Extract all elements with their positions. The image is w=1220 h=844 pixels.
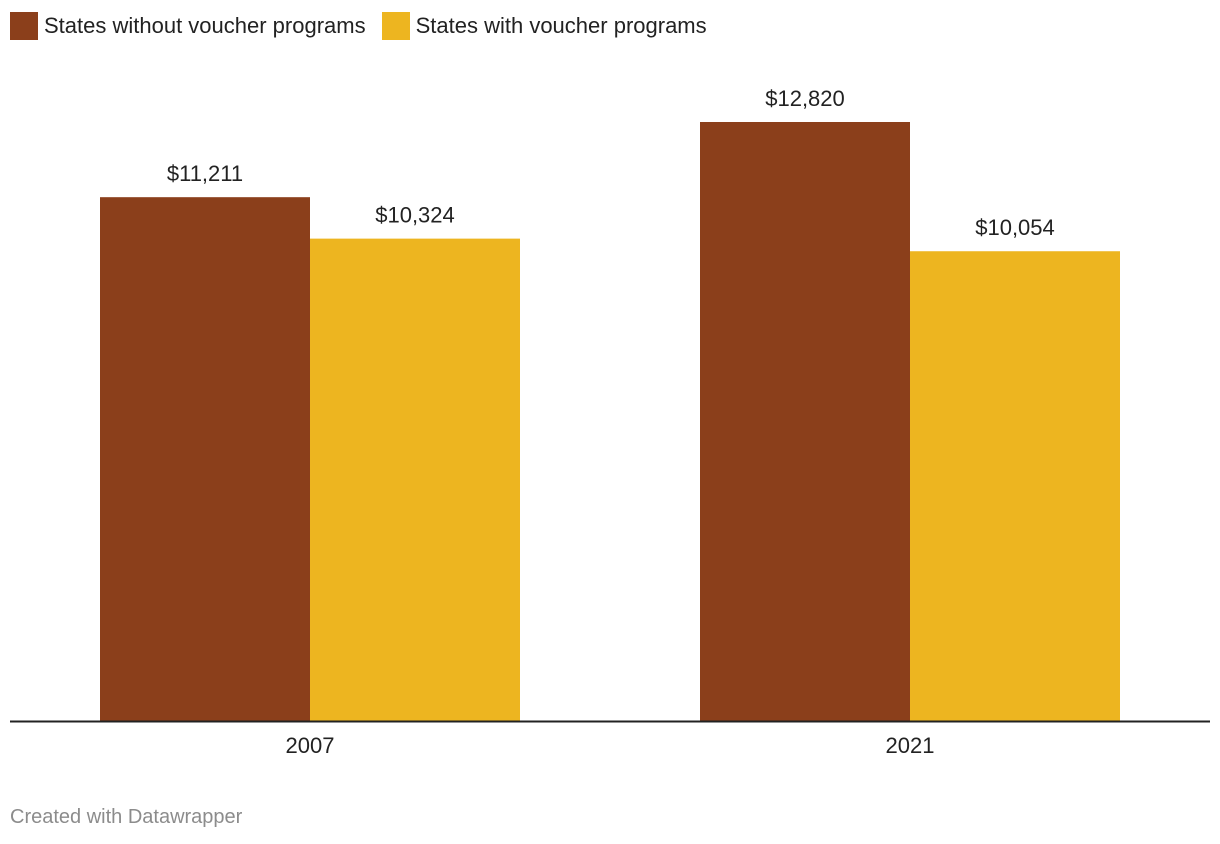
legend-item-without-vouchers: States without voucher programs <box>10 12 366 40</box>
data-label-2007-with-vouchers: $10,324 <box>375 203 455 228</box>
x-tick-label-2007: 2007 <box>286 733 335 758</box>
data-label-2021-with-vouchers: $10,054 <box>975 215 1055 240</box>
footer-credit: Created with Datawrapper <box>10 806 243 828</box>
bar-2007-with-vouchers <box>310 238 520 721</box>
bar-2007-without-vouchers <box>100 197 310 721</box>
legend-item-with-vouchers: States with voucher programs <box>381 12 707 40</box>
bar-2021-with-vouchers <box>910 251 1120 721</box>
bar-2021-without-vouchers <box>700 122 910 721</box>
legend-label-with-vouchers: States with voucher programs <box>415 13 707 38</box>
data-label-2021-without-vouchers: $12,820 <box>765 86 845 111</box>
legend-swatch-without-vouchers <box>10 12 38 40</box>
legend-label-without-vouchers: States without voucher programs <box>44 13 366 38</box>
chart-legend: States without voucher programs States w… <box>10 12 723 40</box>
x-tick-label-2021: 2021 <box>886 733 935 758</box>
legend-swatch-with-vouchers <box>381 12 410 40</box>
data-label-2007-without-vouchers: $11,211 <box>167 161 243 186</box>
